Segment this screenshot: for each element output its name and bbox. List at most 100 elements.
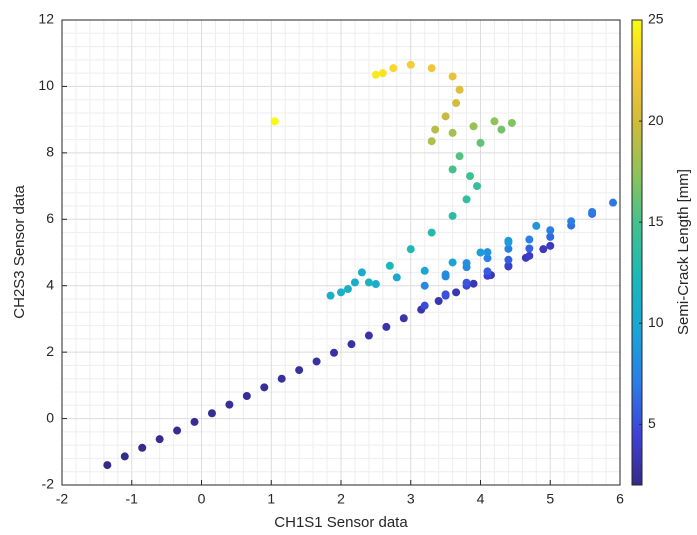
- point: [490, 117, 499, 126]
- point: [483, 248, 492, 257]
- point: [448, 165, 457, 174]
- point: [504, 261, 513, 270]
- point: [242, 391, 251, 400]
- grid: [61, 19, 621, 486]
- point: [420, 301, 429, 310]
- point: [525, 244, 534, 253]
- point: [525, 251, 534, 260]
- point: [337, 288, 345, 297]
- colorbar-tick-label: 10: [648, 314, 664, 330]
- point: [364, 278, 373, 287]
- point: [406, 60, 415, 69]
- point: [539, 245, 548, 254]
- point: [427, 137, 436, 146]
- point: [103, 461, 112, 470]
- point: [431, 125, 440, 134]
- point: [567, 217, 576, 226]
- axes-box: [61, 19, 621, 486]
- point: [462, 195, 471, 204]
- y-tick-label: 2: [46, 343, 54, 359]
- point: [455, 152, 464, 161]
- point: [476, 138, 485, 147]
- point: [120, 452, 129, 461]
- point: [448, 72, 457, 81]
- y-tick-label: 8: [46, 144, 54, 160]
- point: [378, 69, 387, 78]
- point: [138, 443, 147, 452]
- point: [448, 128, 457, 137]
- x-tick-label: 5: [546, 491, 554, 507]
- point: [441, 112, 450, 121]
- x-tick-label: 1: [267, 491, 275, 507]
- point: [330, 348, 339, 357]
- point: [504, 255, 513, 264]
- point: [427, 228, 436, 237]
- point: [469, 122, 478, 131]
- y-tick-label: 6: [46, 210, 54, 226]
- point: [434, 296, 443, 305]
- point: [546, 241, 555, 250]
- x-tick-label: 4: [477, 491, 485, 507]
- point: [546, 226, 555, 235]
- y-tick-label: 12: [38, 11, 54, 27]
- point: [399, 314, 408, 323]
- point: [462, 259, 471, 268]
- point: [483, 267, 492, 276]
- point: [173, 426, 182, 435]
- point: [441, 290, 450, 299]
- point: [406, 245, 415, 254]
- point: [190, 417, 199, 426]
- point: [469, 279, 478, 288]
- y-tick-label: 10: [38, 77, 54, 93]
- points: [103, 60, 618, 470]
- point: [504, 238, 513, 247]
- point: [347, 340, 356, 349]
- point: [427, 64, 436, 73]
- colorbar: [631, 19, 643, 486]
- point: [473, 182, 482, 191]
- point: [357, 268, 366, 277]
- point: [507, 118, 516, 127]
- x-tick-label: 3: [407, 491, 415, 507]
- point: [466, 172, 475, 181]
- colorbar-tick-label: 25: [648, 11, 664, 27]
- point: [350, 278, 359, 287]
- point: [392, 273, 401, 282]
- point: [420, 281, 429, 290]
- point: [371, 280, 380, 289]
- point: [155, 435, 164, 444]
- point: [525, 235, 534, 244]
- y-tick-label: 4: [46, 276, 54, 292]
- point: [225, 400, 234, 409]
- point: [420, 266, 429, 275]
- point: [448, 258, 457, 267]
- point: [385, 261, 394, 270]
- y-tick-label: -2: [42, 476, 55, 492]
- point: [476, 248, 485, 257]
- point: [455, 85, 464, 94]
- point: [207, 409, 216, 418]
- point: [312, 357, 321, 366]
- point: [497, 125, 506, 134]
- point: [452, 99, 461, 108]
- point: [295, 366, 304, 375]
- point: [504, 244, 513, 253]
- point: [260, 383, 269, 392]
- point: [277, 374, 286, 383]
- point: [452, 288, 461, 297]
- point: [371, 70, 380, 79]
- point: [609, 198, 618, 207]
- colorbar-tick-label: 15: [648, 213, 664, 229]
- point: [382, 322, 391, 331]
- point: [588, 207, 597, 216]
- point: [448, 211, 457, 220]
- x-axis-label: CH1S1 Sensor data: [274, 514, 408, 531]
- point: [389, 64, 398, 73]
- point: [546, 232, 555, 241]
- colorbar-label: Semi-Crack Length [mm]: [675, 169, 692, 335]
- point: [483, 254, 492, 263]
- colorbar-tick-label: 20: [648, 112, 664, 128]
- x-tick-label: 2: [337, 491, 345, 507]
